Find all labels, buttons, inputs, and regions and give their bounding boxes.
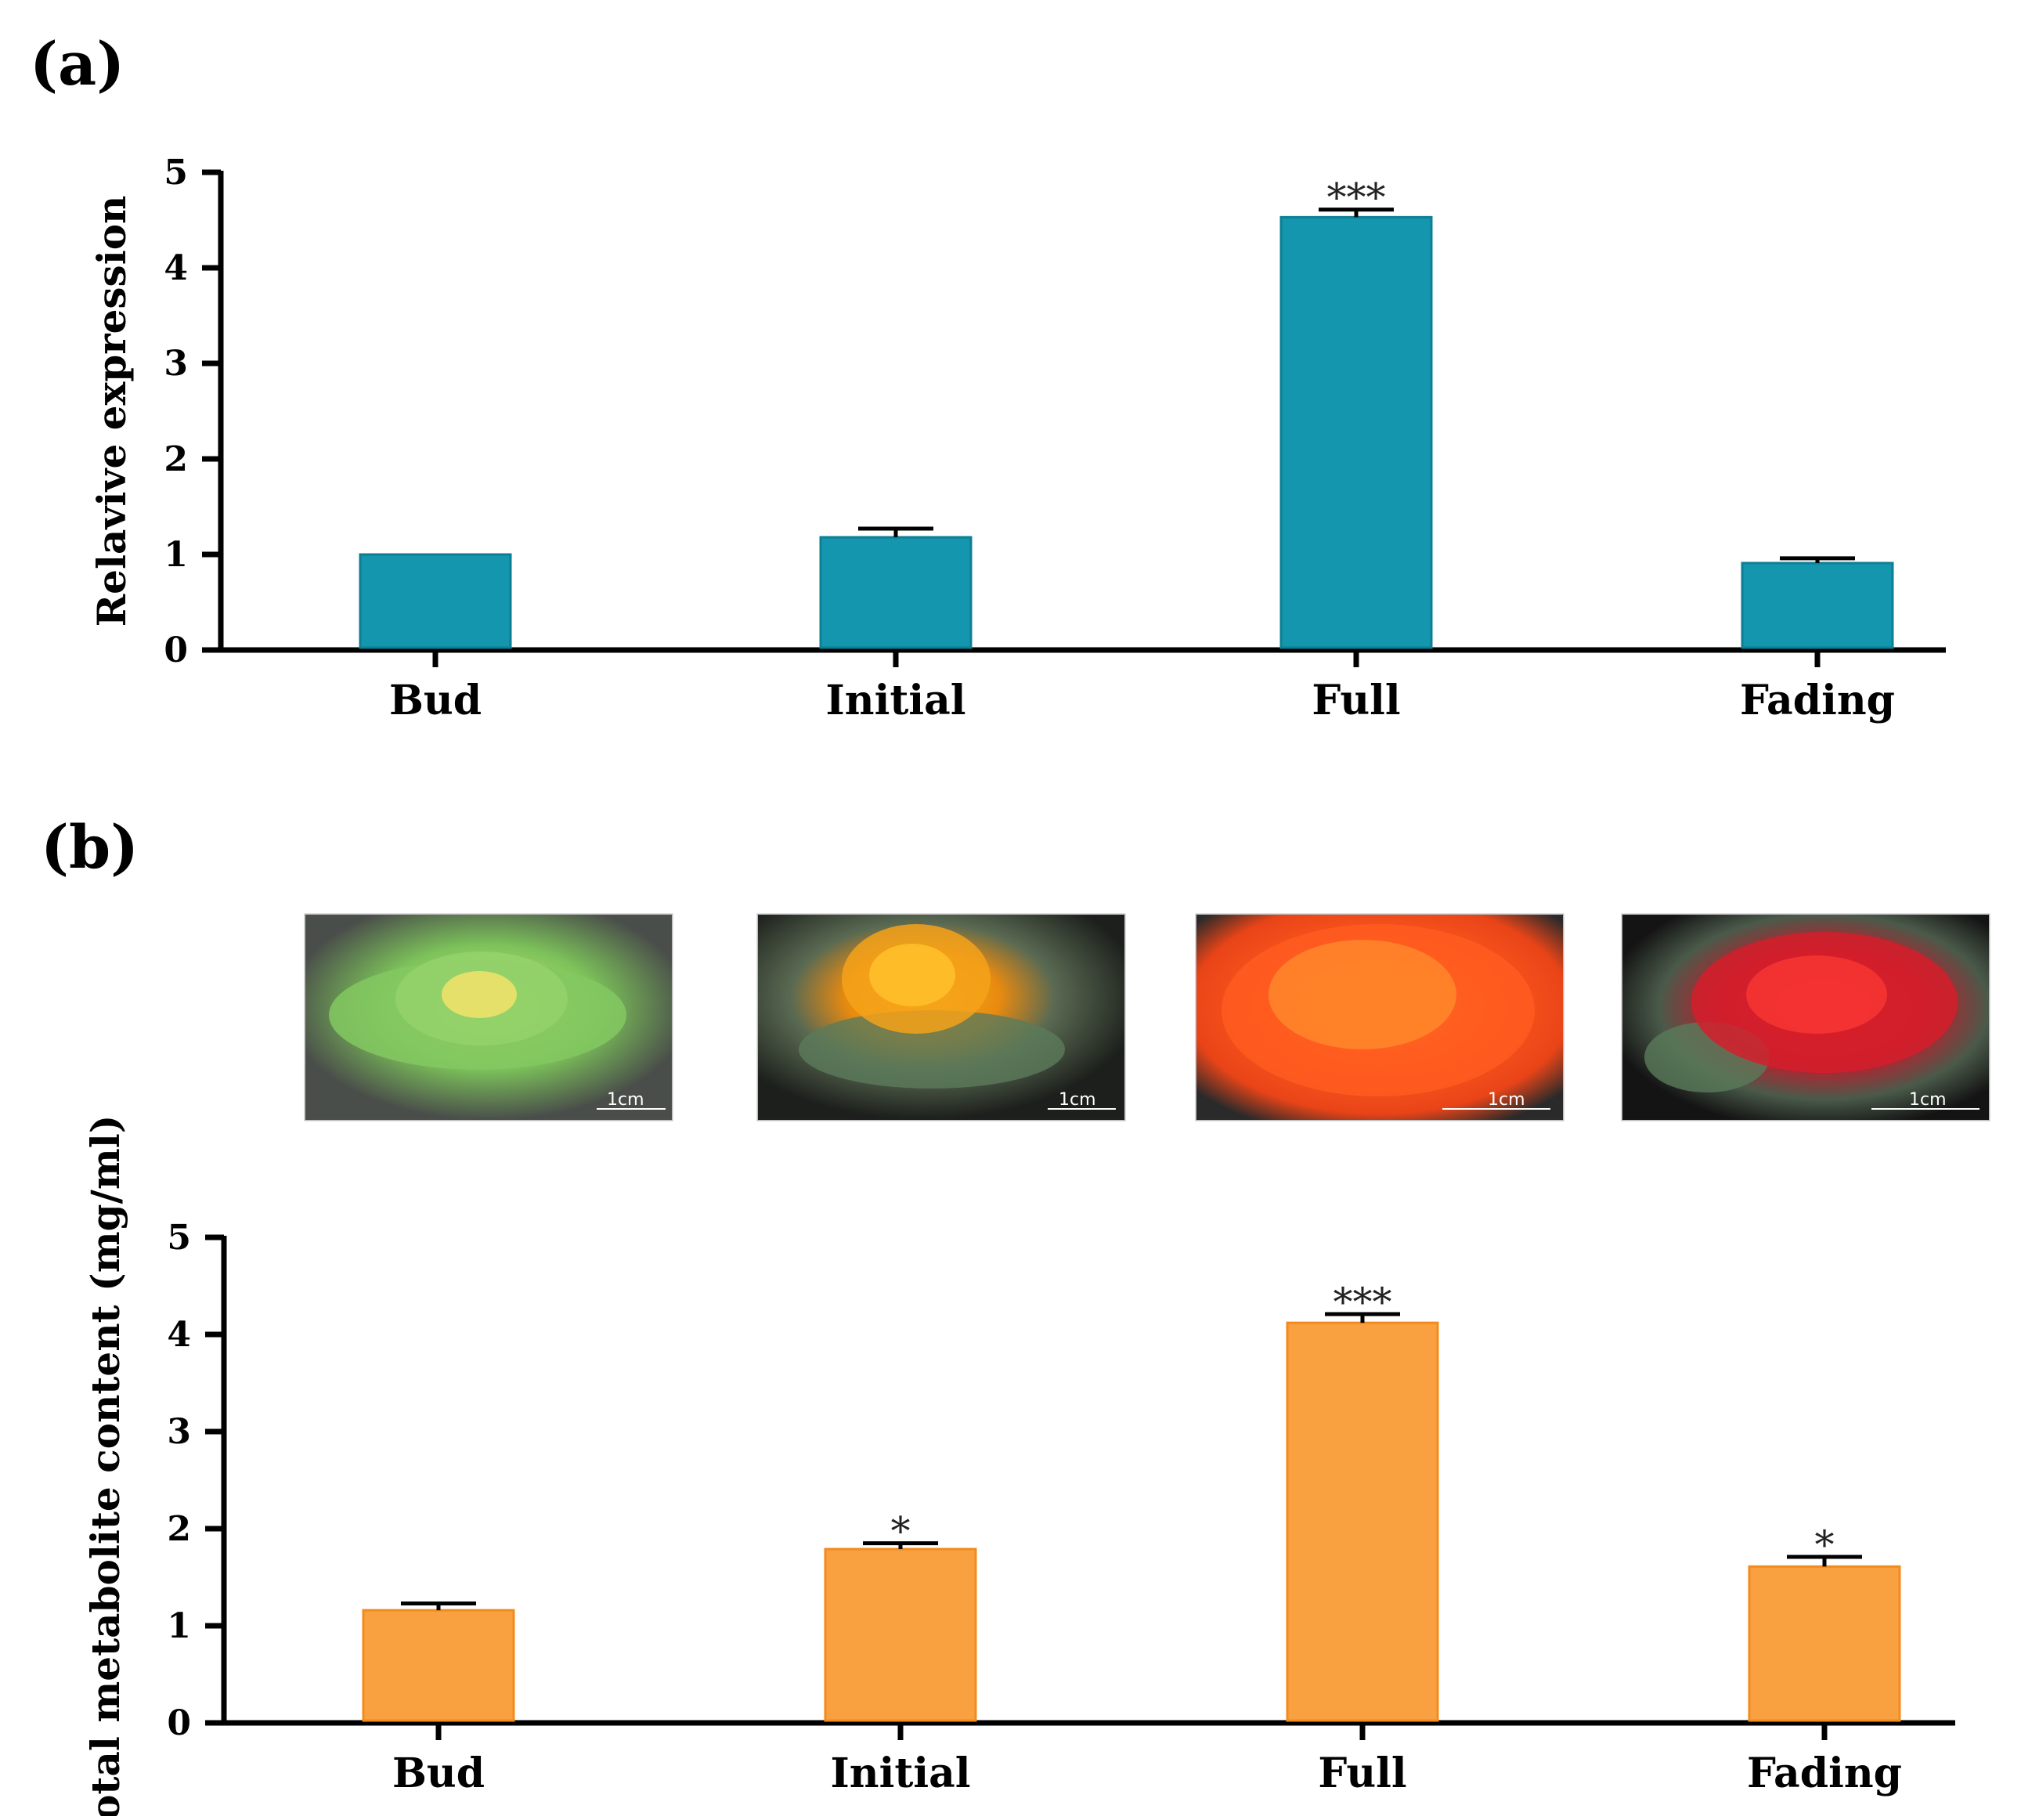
scale-bar-label: 1cm — [1488, 1090, 1525, 1110]
y-axis-title: Relavive expression — [88, 196, 135, 627]
scale-bar-label: 1cm — [1059, 1090, 1096, 1110]
x-tick-label: Bud — [392, 1750, 485, 1797]
bar — [1748, 1565, 1901, 1722]
x-tick-label: Fading — [1740, 677, 1895, 724]
y-tick-label: 3 — [167, 1412, 191, 1452]
x-tick-label: Initial — [825, 677, 965, 724]
scale-bar-label: 1cm — [607, 1090, 644, 1110]
photo-fading: 1cm — [1621, 913, 1990, 1121]
y-tick-label: 4 — [164, 248, 188, 288]
panel-b-label: (b) — [41, 812, 139, 882]
bar — [824, 1547, 977, 1722]
x-tick-label: Full — [1318, 1750, 1406, 1797]
y-axis-title: Total metabolite content (mg/ml) — [82, 1115, 128, 1816]
chart-b-metabolite-content: 0 1 2 3 4 5 Total metabolite content (mg/ml) Bu… — [82, 1115, 1955, 1820]
significance-label: *** — [1333, 1280, 1392, 1325]
y-tick-label: 1 — [164, 535, 188, 575]
y-tick-label: 0 — [167, 1703, 191, 1743]
y-tick-label: 5 — [164, 153, 188, 193]
significance-label: * — [1815, 1522, 1835, 1568]
y-tick-label: 3 — [164, 344, 188, 384]
y-tick-label: 5 — [167, 1218, 191, 1258]
photo-bud: 1cm — [304, 913, 673, 1121]
x-tick-label: Bud — [389, 677, 482, 724]
bar — [1279, 215, 1433, 649]
y-tick-label: 2 — [167, 1509, 191, 1549]
bar — [1741, 562, 1894, 649]
significance-label: * — [891, 1509, 911, 1555]
bar — [1286, 1321, 1439, 1722]
flower-photo-strip: 1cm 1cm 1cm 1cm — [304, 913, 1990, 1121]
panel-a-label: (a) — [30, 29, 125, 99]
y-tick-label: 1 — [167, 1606, 191, 1646]
y-tick-label: 0 — [164, 630, 188, 670]
y-tick-label: 4 — [167, 1315, 191, 1355]
chart-a-relative-expression: 0 1 2 3 4 5 Relavive expression Bud Initial Full *… — [88, 153, 1946, 724]
x-tick-label: Full — [1312, 677, 1400, 724]
x-tick-label: Initial — [830, 1750, 970, 1797]
bar — [819, 536, 973, 649]
photo-initial: 1cm — [756, 913, 1126, 1121]
significance-label: *** — [1327, 175, 1386, 221]
bar — [362, 1609, 515, 1722]
scale-bar-label: 1cm — [1909, 1090, 1947, 1110]
photo-full: 1cm — [1195, 913, 1564, 1121]
x-tick-label: Fading — [1747, 1750, 1902, 1797]
y-tick-label: 2 — [164, 439, 188, 479]
bar — [359, 553, 512, 649]
